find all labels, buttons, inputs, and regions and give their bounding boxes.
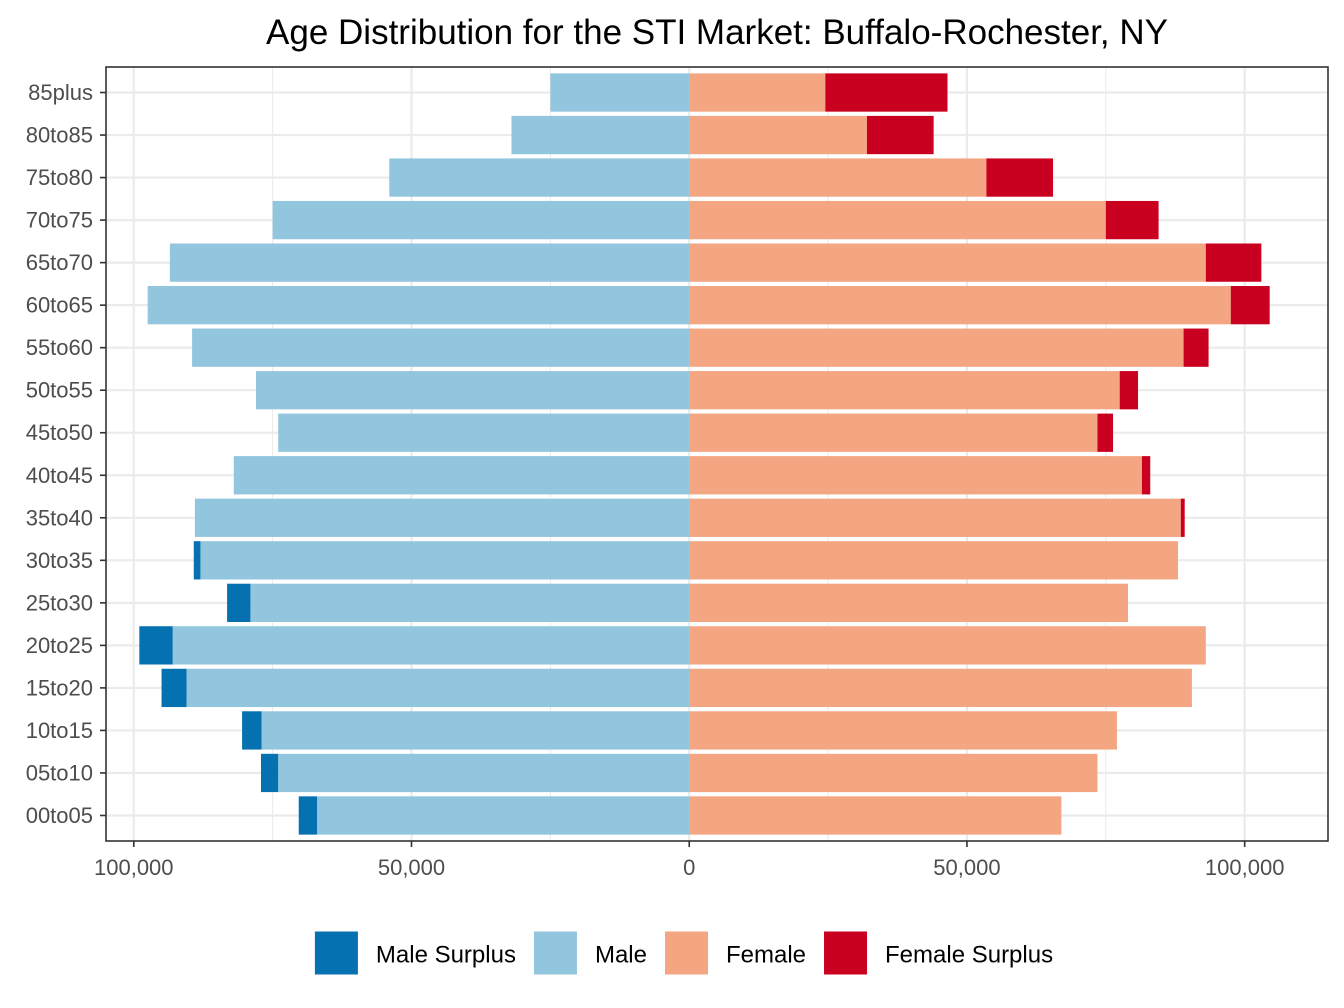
chart-title: Age Distribution for the STI Market: Buf…: [266, 13, 1168, 52]
bar-female-surplus-35to40: [1180, 498, 1185, 537]
legend-key-male-surplus: [314, 931, 358, 975]
y-tick-label-30to35: 30to35: [26, 548, 93, 573]
bar-female-05to10: [689, 753, 1098, 793]
bar-male-surplus-25to30: [227, 583, 251, 622]
bar-male-20to25: [172, 626, 690, 665]
plot-panel-border: [105, 66, 1329, 842]
bar-female-65to70: [689, 243, 1206, 282]
bar-male-05to10: [278, 753, 690, 793]
bar-female-surplus-65to70: [1205, 243, 1262, 282]
legend-key-male: [533, 931, 577, 975]
bar-female-surplus-45to50: [1097, 413, 1114, 452]
bar-female-surplus-80to85: [866, 115, 934, 155]
bar-female-50to55: [689, 371, 1120, 410]
bar-male-85plus: [550, 73, 690, 112]
bar-female-10to15: [689, 711, 1117, 750]
bar-male-surplus-30to35: [193, 541, 201, 580]
bar-male-75to80: [389, 158, 690, 197]
bar-female-surplus-50to55: [1119, 371, 1139, 410]
bar-female-surplus-75to80: [986, 158, 1054, 197]
bar-male-30to35: [200, 541, 690, 580]
bar-male-60to65: [147, 286, 690, 325]
y-tick-label-00to05: 00to05: [26, 803, 93, 828]
bar-female-80to85: [689, 115, 867, 155]
bar-female-00to05: [689, 796, 1062, 835]
bars: [139, 73, 1270, 835]
bar-female-30to35: [689, 541, 1179, 580]
bar-male-55to60: [192, 328, 690, 367]
y-tick-label-05to10: 05to10: [26, 760, 93, 785]
y-tick-label-45to50: 45to50: [26, 420, 93, 445]
bar-male-40to45: [233, 456, 690, 495]
y-tick-label-75to80: 75to80: [26, 165, 93, 190]
bar-male-80to85: [511, 115, 690, 155]
y-tick-label-25to30: 25to30: [26, 590, 93, 615]
y-tick-label-50to55: 50to55: [26, 378, 93, 403]
bar-female-surplus-60to65: [1230, 286, 1270, 325]
x-tick-label: 0: [683, 855, 695, 880]
bar-male-surplus-10to15: [242, 711, 262, 750]
bar-male-surplus-20to25: [139, 626, 173, 665]
legend-key-female-surplus: [824, 931, 868, 975]
bar-male-surplus-05to10: [260, 753, 279, 793]
x-tick-label: 100,000: [1205, 855, 1285, 880]
x-tick-label: 50,000: [378, 855, 445, 880]
legend-label: Female: [726, 942, 806, 969]
bar-male-45to50: [278, 413, 690, 452]
y-tick-label-70to75: 70to75: [26, 208, 93, 233]
bar-male-50to55: [255, 371, 690, 410]
bar-male-surplus-15to20: [161, 668, 187, 708]
bar-female-45to50: [689, 413, 1098, 452]
bar-female-60to65: [689, 286, 1231, 325]
bar-female-surplus-40to45: [1141, 456, 1151, 495]
y-tick-label-80to85: 80to85: [26, 123, 93, 148]
bar-male-70to75: [272, 200, 690, 240]
x-axis: 100,000 50,000 0 50,000 100,000: [94, 841, 1284, 880]
y-tick-label-35to40: 35to40: [26, 505, 93, 530]
bar-female-85plus: [689, 73, 826, 112]
bar-female-70to75: [689, 200, 1106, 240]
bar-male-00to05: [317, 796, 690, 835]
bar-female-25to30: [689, 583, 1129, 622]
bar-male-10to15: [261, 711, 690, 750]
bar-female-surplus-55to60: [1183, 328, 1209, 367]
legend-label: Male: [595, 942, 647, 969]
bar-female-75to80: [689, 158, 987, 197]
bar-male-15to20: [186, 668, 690, 708]
legend: Male Surplus Male Female Female Surplus: [314, 931, 1053, 975]
bar-female-55to60: [689, 328, 1184, 367]
bar-male-surplus-00to05: [298, 796, 318, 835]
y-tick-label-65to70: 65to70: [26, 250, 93, 275]
y-tick-label-20to25: 20to25: [26, 633, 93, 658]
bar-male-35to40: [194, 498, 690, 537]
bar-female-35to40: [689, 498, 1181, 537]
y-tick-label-10to15: 10to15: [26, 718, 93, 743]
bar-male-25to30: [250, 583, 690, 622]
bar-female-surplus-70to75: [1105, 200, 1159, 240]
bar-female-40to45: [689, 456, 1142, 495]
y-axis: 00to05 05to10 10to15 15to20 20to25 25to30 30to…: [26, 80, 106, 828]
legend-key-female: [664, 931, 708, 975]
bar-female-surplus-85plus: [825, 73, 948, 112]
legend-label: Male Surplus: [376, 942, 516, 969]
bar-female-20to25: [689, 626, 1206, 665]
y-tick-label-40to45: 40to45: [26, 463, 93, 488]
bar-male-65to70: [169, 243, 690, 282]
bar-female-15to20: [689, 668, 1192, 708]
y-tick-label-85plus: 85plus: [28, 80, 93, 105]
x-tick-label: 100,000: [94, 855, 174, 880]
y-tick-label-55to60: 55to60: [26, 335, 93, 360]
y-tick-label-15to20: 15to20: [26, 675, 93, 700]
x-tick-label: 50,000: [933, 855, 1000, 880]
legend-label: Female Surplus: [885, 942, 1053, 969]
y-tick-label-60to65: 60to65: [26, 293, 93, 318]
